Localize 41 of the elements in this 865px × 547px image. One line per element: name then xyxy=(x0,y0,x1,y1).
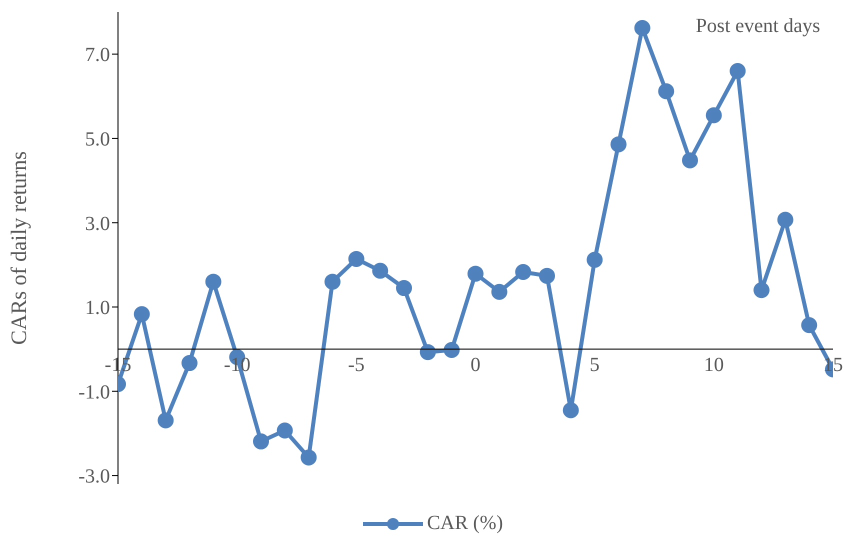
point xyxy=(324,274,340,290)
point xyxy=(182,355,198,372)
point xyxy=(444,342,460,358)
point xyxy=(205,274,222,290)
point xyxy=(300,449,317,466)
x-tick-label: 10 xyxy=(704,354,724,376)
y-tick-label: 3.0 xyxy=(85,212,110,235)
y-tick-label: -3.0 xyxy=(78,466,110,488)
y-tick-label: 7.0 xyxy=(85,44,110,66)
point xyxy=(515,264,532,280)
point xyxy=(420,344,436,360)
point xyxy=(610,136,626,152)
y-tick-label: -1.0 xyxy=(78,381,110,404)
point xyxy=(634,20,650,36)
point xyxy=(468,266,484,282)
x-tick-label: 5 xyxy=(590,354,600,376)
y-axis-title: CARs of daily returns xyxy=(6,151,31,345)
point xyxy=(754,282,770,298)
point xyxy=(134,306,150,322)
legend-label: CAR (%) xyxy=(426,512,504,535)
point xyxy=(706,107,722,124)
point xyxy=(491,284,508,300)
x-tick-label: -5 xyxy=(348,354,365,376)
point xyxy=(682,152,698,168)
point xyxy=(348,250,364,267)
point xyxy=(158,412,174,428)
y-tick-label: 1.0 xyxy=(85,297,110,320)
point xyxy=(730,63,746,79)
point xyxy=(276,422,293,438)
x-tick-label: 0 xyxy=(470,354,480,376)
point xyxy=(658,83,674,100)
point xyxy=(777,212,794,228)
point xyxy=(539,268,555,284)
x-axis-title: Post event days xyxy=(696,15,820,37)
point xyxy=(396,280,412,296)
point xyxy=(562,402,579,418)
y-tick-label: 5.0 xyxy=(85,128,110,151)
point xyxy=(586,252,603,268)
point xyxy=(801,317,818,334)
point xyxy=(372,262,388,279)
point xyxy=(253,433,269,450)
